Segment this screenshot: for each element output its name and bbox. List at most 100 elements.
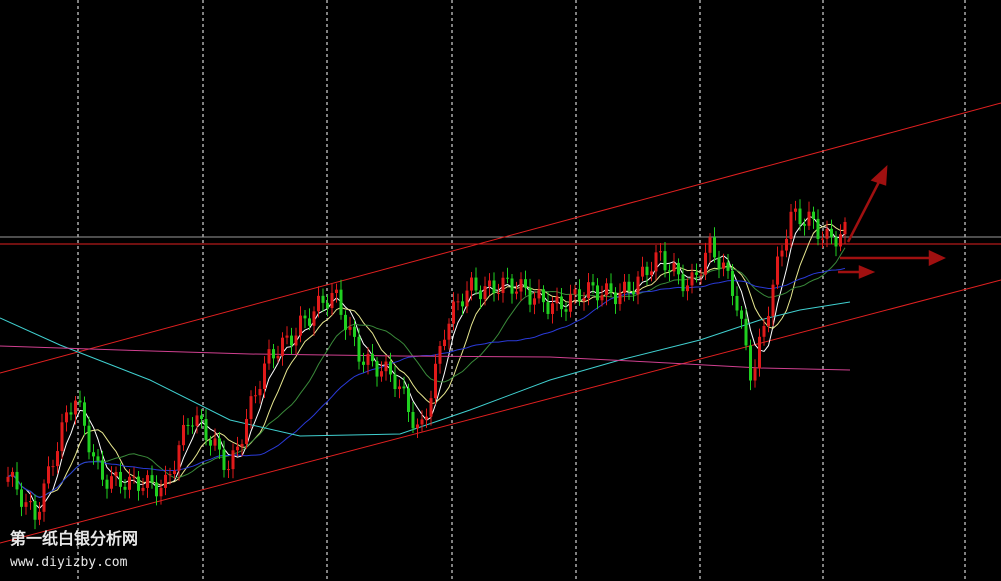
arrow-head	[870, 164, 888, 186]
candle-body	[690, 272, 694, 286]
candle-body	[726, 262, 730, 271]
candle-body	[542, 289, 545, 303]
candle-body	[821, 238, 824, 240]
candle-body	[402, 386, 406, 389]
candle-body	[632, 291, 635, 295]
candle-body	[735, 295, 739, 311]
candle-body	[308, 318, 311, 326]
candle-body	[123, 486, 127, 490]
candle-body	[663, 251, 667, 271]
moving-average	[0, 301, 851, 437]
candle-body	[204, 419, 208, 440]
arrow	[846, 179, 882, 243]
candle-body	[798, 208, 802, 225]
candle-body	[101, 460, 104, 480]
candle-body	[470, 277, 473, 291]
candle-body	[321, 295, 325, 303]
candle-body	[177, 445, 181, 471]
candle-body	[438, 346, 442, 364]
candle-body	[713, 237, 716, 258]
candle-body	[830, 228, 833, 238]
candle-body	[650, 271, 653, 276]
candle-body	[605, 283, 608, 296]
candle-body	[807, 211, 811, 226]
candle-body	[231, 450, 235, 470]
candle-body	[24, 502, 28, 507]
candle-body	[56, 451, 59, 467]
candle-body	[425, 416, 428, 420]
candle-body	[398, 386, 401, 390]
candle-body	[474, 277, 478, 291]
candle-body	[213, 438, 217, 446]
candle-body	[834, 237, 838, 247]
candle-body	[317, 295, 320, 312]
candle-body	[249, 396, 253, 419]
candle-body	[155, 482, 158, 497]
candle-body	[240, 443, 244, 447]
candle-body	[132, 476, 136, 478]
candle-body	[191, 425, 194, 427]
candle-body	[843, 221, 847, 235]
watermark-title: 第一纸白银分析网	[10, 529, 138, 548]
candle-body	[357, 336, 361, 362]
candle-body	[362, 361, 365, 365]
candle-body	[704, 252, 707, 275]
candle-body	[303, 315, 307, 319]
candle-body	[294, 335, 298, 346]
candle-body	[573, 289, 577, 295]
candle-body	[641, 266, 644, 277]
candle-body	[695, 272, 698, 275]
candle-body	[762, 326, 766, 337]
moving-average	[7, 267, 846, 499]
candle-body	[222, 449, 226, 470]
candle-body	[173, 470, 176, 474]
candle-body	[146, 475, 149, 488]
candle-body	[740, 310, 743, 319]
candle-body	[780, 250, 784, 257]
candle-body	[803, 224, 806, 226]
candle-body	[699, 274, 703, 276]
candle-body	[420, 419, 424, 425]
candle-body	[785, 238, 788, 251]
candle-body	[92, 452, 95, 457]
candle-body	[128, 476, 131, 490]
watermark-url: www.diyizby.com	[10, 555, 128, 570]
candle-body	[614, 292, 617, 305]
candle-body	[443, 339, 446, 347]
candle-body	[758, 336, 761, 369]
candle-body	[272, 349, 275, 359]
candle-body	[353, 326, 356, 337]
candle-body	[290, 335, 293, 346]
candle-body	[546, 302, 550, 314]
candle-body	[456, 301, 460, 303]
candle-body	[794, 208, 797, 212]
candle-body	[200, 415, 203, 420]
candle-body	[51, 466, 55, 468]
candle-body	[15, 471, 19, 490]
candle-body	[281, 337, 284, 356]
candle-body	[524, 279, 527, 288]
candle-body	[555, 296, 559, 304]
candle-body	[159, 487, 163, 497]
moving-average	[0, 345, 851, 371]
candle-body	[344, 314, 347, 330]
candle-body	[722, 262, 725, 269]
candle-body	[416, 424, 419, 429]
candle-body	[776, 256, 779, 285]
candle-body	[299, 315, 302, 336]
candle-body	[465, 290, 469, 307]
candle-body	[812, 211, 815, 219]
candle-body	[114, 471, 118, 477]
candle-body	[596, 285, 599, 301]
candle-body	[654, 252, 658, 272]
candle-body	[393, 374, 397, 390]
candle-body	[65, 412, 68, 423]
candle-body	[551, 303, 554, 314]
candle-body	[276, 355, 280, 359]
candle-body	[33, 500, 37, 520]
candle-body	[717, 257, 721, 269]
candle-body	[492, 280, 496, 294]
candle-body	[816, 218, 820, 239]
candle-body	[119, 471, 122, 487]
